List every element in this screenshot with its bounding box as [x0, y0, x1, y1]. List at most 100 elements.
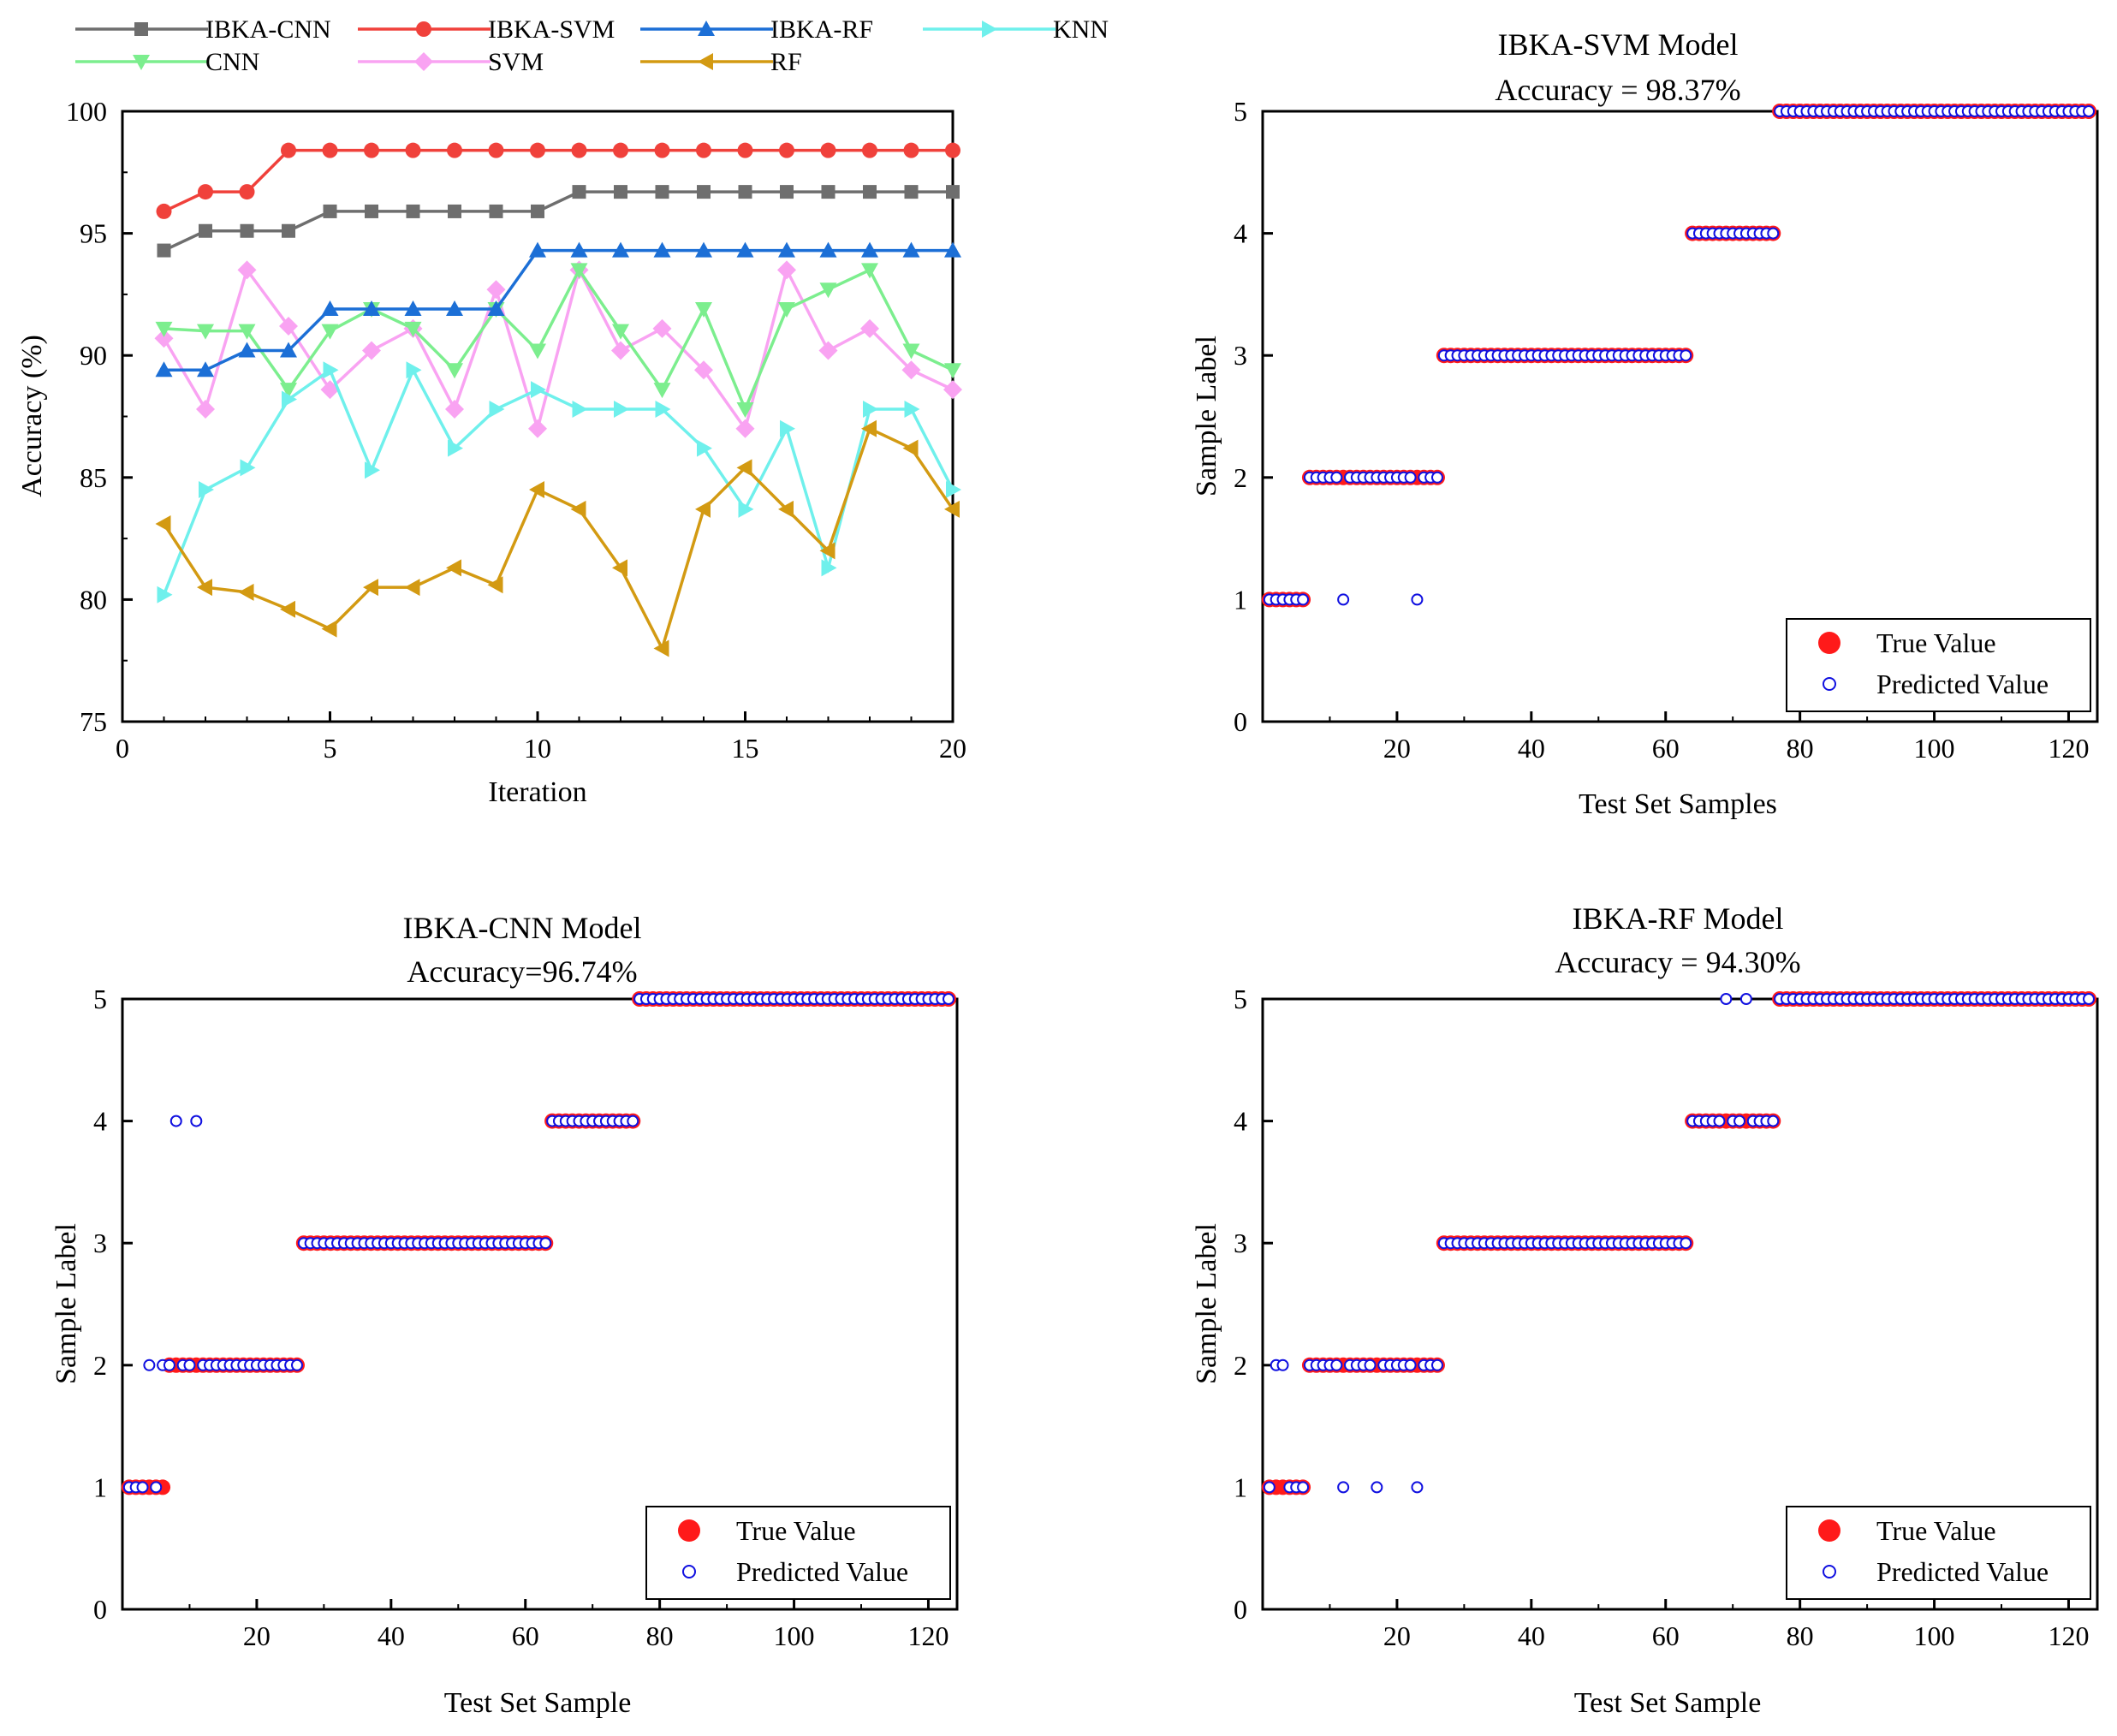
point-ibka-svm — [571, 142, 587, 158]
predicted-value-point — [1297, 1481, 1310, 1494]
legend-label-true: True Value — [1876, 627, 1996, 658]
x-tick-label: 80 — [1787, 733, 1814, 764]
point-ibka-cnn — [282, 223, 295, 238]
series-line-rf — [163, 426, 954, 653]
point-ibka-cnn — [323, 204, 337, 218]
point-ibka-svm — [405, 142, 421, 158]
point-ibka-cnn — [904, 185, 919, 199]
x-axis-label: Iteration — [488, 776, 586, 808]
y-tick-label: 5 — [1234, 96, 1247, 127]
y-tick-label: 1 — [1234, 1471, 1247, 1502]
point-rf — [570, 500, 586, 518]
point-ibka-rf — [197, 361, 214, 378]
point-rf — [529, 481, 544, 499]
y-tick-label: 4 — [1234, 1106, 1247, 1137]
point-ibka-svm — [903, 142, 919, 158]
point-ibka-cnn — [157, 243, 171, 258]
predicted-value-point — [1330, 471, 1343, 484]
point-ibka-rf — [695, 241, 712, 258]
point-knn — [448, 439, 463, 457]
point-cnn — [280, 383, 297, 399]
legend-marker — [698, 21, 715, 36]
y-tick-label: 3 — [1234, 1228, 1247, 1258]
predicted-value-point — [1430, 471, 1443, 484]
point-rf — [487, 576, 503, 594]
point-ibka-rf — [321, 300, 339, 317]
point-cnn — [446, 363, 463, 379]
point-svm — [196, 399, 215, 419]
accuracy-subtitle: Accuracy = 98.37% — [1495, 73, 1740, 107]
legend-label-true: True Value — [1876, 1515, 1996, 1546]
point-cnn — [861, 263, 878, 279]
point-ibka-rf — [238, 342, 256, 358]
predicted-value-point — [136, 1481, 149, 1494]
point-svm — [237, 260, 257, 280]
y-tick-label: 2 — [1234, 1350, 1247, 1381]
point-ibka-rf — [861, 241, 878, 258]
point-ibka-cnn — [448, 204, 461, 218]
x-tick-label: 20 — [243, 1620, 271, 1651]
point-svm — [860, 318, 879, 338]
predicted-value-point — [1720, 993, 1733, 1005]
point-svm — [777, 260, 796, 280]
x-tick-label: 5 — [324, 733, 337, 764]
y-tick-label: 0 — [1234, 706, 1247, 737]
x-tick-label: 20 — [939, 733, 966, 764]
x-tick-label: 60 — [512, 1620, 539, 1651]
point-rf — [778, 500, 794, 518]
point-ibka-svm — [239, 184, 255, 200]
x-tick-label: 80 — [1787, 1620, 1814, 1651]
point-knn — [572, 400, 588, 418]
point-cnn — [778, 302, 795, 318]
x-tick-label: 20 — [1383, 733, 1411, 764]
predicted-value-point — [2083, 105, 2095, 117]
point-knn — [365, 461, 380, 479]
point-ibka-cnn — [489, 204, 503, 218]
point-rf — [404, 579, 420, 597]
ibka-svm-scatter: IBKA-SVM Model Accuracy = 98.37% 20 40 60 8… — [1191, 27, 2099, 820]
y-tick-label: 0 — [93, 1594, 107, 1625]
point-ibka-rf — [487, 300, 505, 317]
point-svm — [943, 380, 962, 400]
point-ibka-svm — [322, 142, 338, 158]
legend-predicted-marker — [1823, 677, 1836, 691]
point-svm — [486, 280, 506, 300]
point-ibka-rf — [404, 300, 422, 317]
point-knn — [655, 400, 671, 418]
legend-marker — [414, 52, 433, 71]
point-cnn — [612, 324, 629, 340]
point-cnn — [944, 363, 961, 379]
y-tick-label: 4 — [93, 1106, 107, 1137]
legend-label: KNN — [1053, 15, 1109, 44]
predicted-value-point — [1364, 1358, 1377, 1371]
point-ibka-cnn — [531, 204, 544, 218]
x-tick-label: 60 — [1652, 1620, 1680, 1651]
point-ibka-cnn — [655, 185, 669, 199]
point-ibka-svm — [862, 142, 877, 158]
predicted-value-point — [2083, 993, 2095, 1005]
x-tick-label: 80 — [646, 1620, 674, 1651]
predicted-value-point — [1680, 349, 1692, 362]
point-cnn — [321, 324, 339, 340]
point-ibka-cnn — [406, 204, 420, 218]
legend-label: RF — [770, 48, 802, 76]
point-svm — [528, 419, 547, 438]
point-rf — [155, 514, 171, 532]
legend-label: CNN — [205, 48, 259, 76]
x-tick-label: 0 — [116, 733, 129, 764]
point-svm — [362, 341, 381, 360]
point-cnn — [819, 282, 837, 299]
legend-label: IBKA-RF — [770, 15, 873, 44]
legend-true-marker — [1818, 632, 1840, 654]
point-knn — [738, 500, 754, 518]
point-ibka-svm — [530, 142, 545, 158]
y-tick-label: 3 — [1234, 340, 1247, 371]
x-tick-label: 40 — [378, 1620, 405, 1651]
point-rf — [902, 439, 919, 457]
series-line-ibka-cnn — [163, 190, 953, 253]
predicted-value-point — [1276, 1358, 1289, 1371]
legend-box — [645, 1506, 951, 1600]
x-tick-label: 100 — [1914, 733, 1955, 764]
legend-predicted-marker — [1823, 1565, 1836, 1578]
point-knn — [199, 481, 214, 499]
